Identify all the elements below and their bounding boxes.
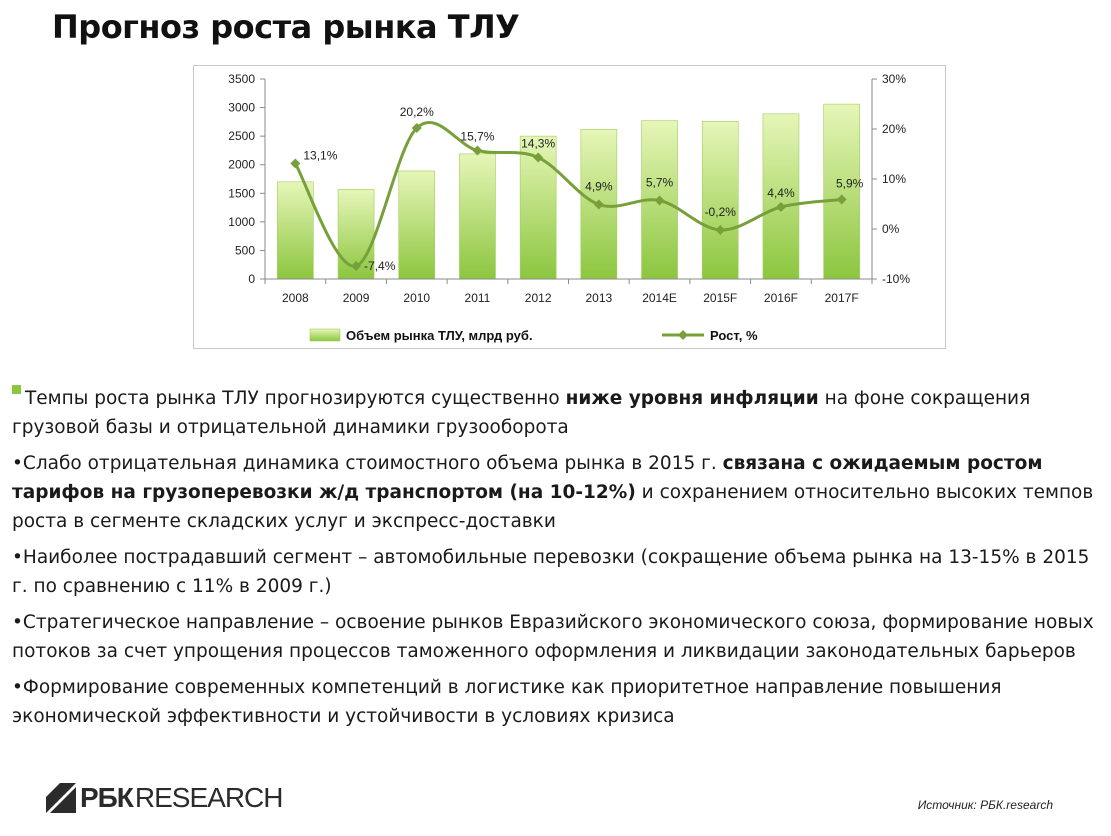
bar: [459, 153, 496, 280]
x-tick-label: 2008: [282, 291, 309, 305]
x-tick-label: 2015F: [703, 291, 737, 305]
growth-data-label: 5,7%: [646, 176, 674, 190]
x-tick-label: 2013: [585, 291, 612, 305]
y-tick-label: 3500: [228, 72, 255, 86]
growth-data-label: 15,7%: [460, 130, 494, 144]
bar: [398, 170, 436, 280]
rbc-research-logo: РБК RESEARCH: [46, 781, 284, 815]
growth-point: [836, 194, 847, 205]
bullet-3: •Наиболее пострадавший сегмент – автомоб…: [12, 547, 1090, 597]
market-chart: 0 500 1000 1500 2000 2500 3000 3500 -10% 0% 10% 20%…: [228, 72, 910, 343]
bar: [701, 120, 739, 280]
y2-tick-label: 10%: [882, 172, 906, 186]
x-tick-label: 2010: [403, 291, 430, 305]
growth-line: [294, 120, 842, 268]
page-title: Прогноз роста рынка ТЛУ: [52, 8, 520, 46]
chart-frame: 0 500 1000 1500 2000 2500 3000 3500 -10% 0% 10% 20%…: [193, 65, 946, 349]
growth-data-label: 20,2%: [400, 105, 434, 119]
growth-point: [472, 145, 483, 156]
x-tick-label: 2016F: [764, 291, 798, 305]
growth-data-label: -7,4%: [364, 259, 396, 273]
x-tick-label: 2014E: [642, 291, 677, 305]
line-series: 13,1% -7,4% 20,2% 15,7% 14,3% 4,9% 5,7% -0,2% 4,…: [290, 105, 864, 273]
y-tick-label: 0: [248, 272, 255, 286]
legend: Объем рынка ТЛУ, млрд руб. Рост, %: [309, 328, 758, 343]
axes: 0 500 1000 1500 2000 2500 3000 3500 -10% 0% 10% 20%…: [228, 72, 910, 305]
x-tick-label: 2009: [343, 291, 370, 305]
bullet-2: •Слабо отрицательная динамика стоимостно…: [12, 453, 1094, 532]
body-text: Темпы роста рынка ТЛУ прогнозируются сущ…: [12, 384, 1097, 738]
source-note: Источник: РБК.research: [917, 798, 1053, 812]
y2-tick-label: -10%: [882, 272, 910, 286]
y-tick-label: 3000: [228, 101, 255, 115]
y2-tick-label: 30%: [882, 72, 906, 86]
growth-data-label: 5,9%: [836, 177, 864, 191]
bullet-4: •Стратегическое направление – освоение р…: [12, 612, 1094, 662]
legend-bar-swatch: [309, 328, 341, 342]
square-bullet-icon: [12, 385, 21, 394]
legend-bar-label: Объем рынка ТЛУ, млрд руб.: [346, 328, 533, 343]
y-tick-label: 1500: [228, 186, 255, 200]
growth-data-label: 13,1%: [303, 149, 337, 163]
growth-point: [715, 225, 726, 235]
logo-sub-text: RESEARCH: [134, 782, 284, 813]
growth-data-label: 14,3%: [521, 137, 555, 151]
growth-point: [290, 158, 301, 169]
bullet-1: Темпы роста рынка ТЛУ прогнозируются сущ…: [12, 384, 1097, 442]
y2-tick-label: 0%: [882, 222, 900, 236]
y-tick-label: 2000: [228, 158, 255, 172]
x-tick-label: 2012: [525, 291, 552, 305]
y-tick-label: 2500: [228, 129, 255, 143]
bar-series: [277, 103, 860, 280]
rbc-logo-icon: [46, 783, 76, 813]
growth-data-label: 4,4%: [767, 186, 795, 200]
growth-data-label: 4,9%: [585, 180, 613, 194]
bar: [277, 181, 314, 280]
bar: [823, 103, 860, 280]
growth-point: [351, 261, 362, 271]
y-tick-label: 500: [235, 243, 255, 257]
x-tick-label: 2017F: [825, 291, 859, 305]
legend-line-marker: [678, 330, 688, 340]
growth-point: [533, 152, 544, 163]
y-tick-label: 1000: [228, 215, 255, 229]
legend-line-label: Рост, %: [710, 328, 758, 343]
growth-point: [593, 199, 604, 210]
growth-data-label: -0,2%: [705, 205, 737, 219]
x-tick-label: 2011: [465, 291, 491, 305]
y2-tick-label: 20%: [882, 122, 906, 136]
bullet-5: •Формирование современных компетенций в …: [12, 677, 1002, 727]
logo-main-text: РБК: [80, 782, 134, 813]
growth-point: [775, 202, 786, 212]
growth-point: [411, 123, 422, 133]
growth-point: [654, 195, 665, 206]
